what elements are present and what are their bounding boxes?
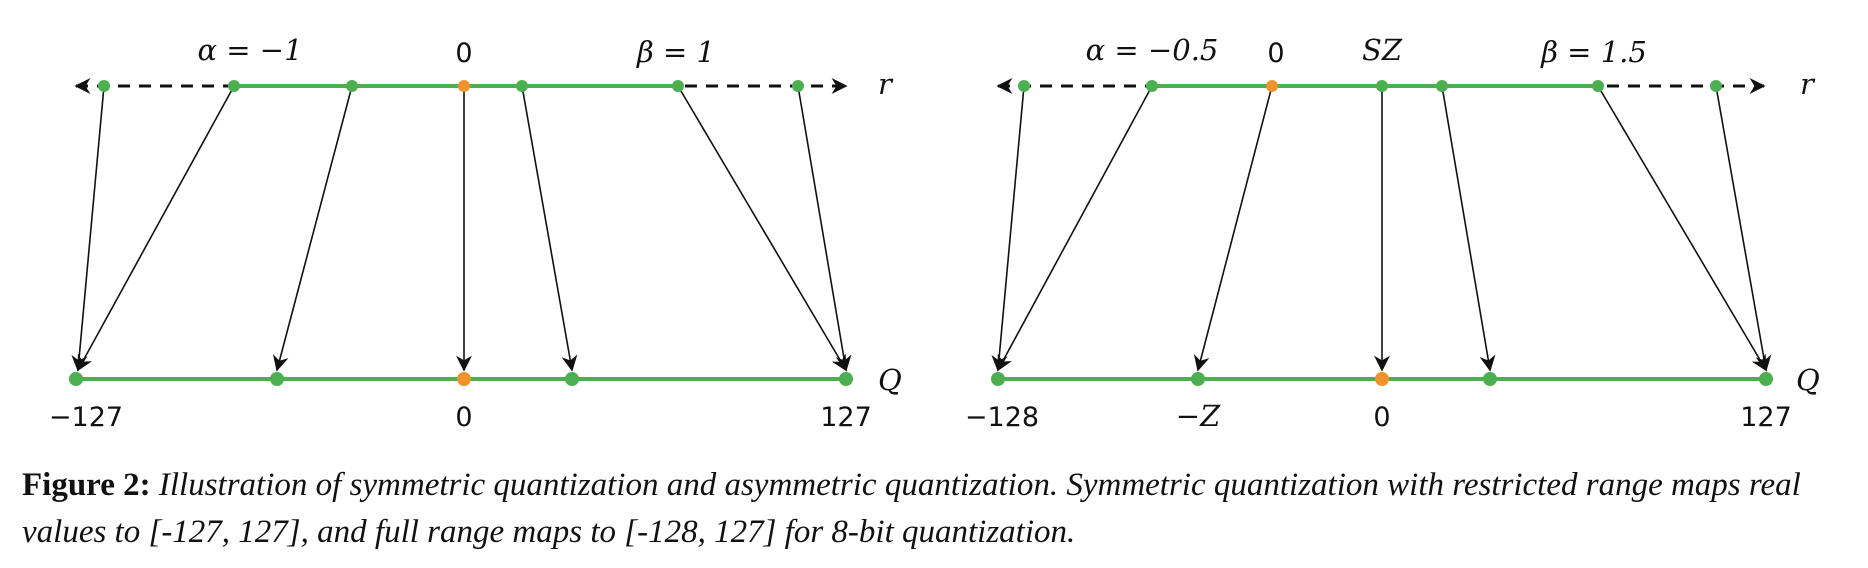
mapping-arrow: [997, 85, 1153, 372]
r-point: [98, 80, 110, 92]
q-point-negz: [1191, 372, 1205, 386]
asymmetric-panel: α = −0.5 0 SZ β = 1.5 r Q −128 −Z 0 127: [965, 33, 1820, 433]
mapping-arrow: [797, 85, 852, 372]
q-zero-label: 0: [1373, 402, 1390, 433]
r-point-zero: [458, 80, 470, 92]
symmetric-panel: α = −1 0 β = 1 r Q −127 0 127: [49, 33, 902, 433]
q-axis-label: Q: [1796, 363, 1820, 397]
q-point: [270, 372, 284, 386]
r-point: [792, 80, 804, 92]
zero-top-label: 0: [455, 38, 472, 69]
sz-label: SZ: [1362, 33, 1403, 67]
q-point: [1483, 372, 1497, 386]
alpha-label: α = −1: [197, 33, 302, 67]
mapping-arrow: [521, 85, 578, 372]
mapping-arrow: [77, 85, 235, 372]
q-max-label: 127: [1740, 402, 1792, 433]
r-point: [346, 80, 358, 92]
figure-caption: Figure 2: Illustration of symmetric quan…: [22, 462, 1852, 556]
beta-label: β = 1.5: [1540, 35, 1647, 69]
mapping-arrow: [1715, 85, 1772, 372]
alpha-label: α = −0.5: [1086, 33, 1219, 67]
r-axis-label: r: [878, 67, 894, 101]
r-point: [1710, 80, 1722, 92]
r-point-beta: [672, 80, 684, 92]
mapping-arrow: [1441, 85, 1496, 372]
caption-text: Illustration of symmetric quantization a…: [22, 467, 1801, 550]
q-axis-label: Q: [878, 363, 902, 397]
q-point: [565, 372, 579, 386]
mapping-arrow: [991, 85, 1025, 372]
r-point-zero: [1266, 80, 1278, 92]
q-point-max: [1759, 372, 1773, 386]
q-point-max: [839, 372, 853, 386]
r-axis-label: r: [1800, 67, 1816, 101]
mapping-arrow: [1597, 85, 1767, 372]
beta-label: β = 1: [636, 35, 715, 69]
q-negz-label: −Z: [1176, 399, 1221, 433]
r-point: [1436, 80, 1448, 92]
caption-label: Figure 2:: [22, 467, 151, 503]
q-zero-label: 0: [455, 402, 472, 433]
mapping-arrow: [71, 85, 105, 372]
r-point-beta: [1592, 80, 1604, 92]
mapping-arrow: [1193, 85, 1273, 372]
r-point-alpha: [228, 80, 240, 92]
zero-top-label: 0: [1267, 38, 1284, 69]
r-point: [1018, 80, 1030, 92]
q-point-zero: [457, 372, 471, 386]
q-min-label: −127: [49, 402, 123, 433]
q-point-zero: [1375, 372, 1389, 386]
q-min-label: −128: [965, 402, 1039, 433]
mapping-arrow: [272, 85, 353, 372]
mapping-arrow: [677, 85, 847, 372]
quantization-diagram: α = −1 0 β = 1 r Q −127 0 127 α = −0.5: [49, 33, 1820, 433]
r-point-sz: [1376, 80, 1388, 92]
q-point-min: [69, 372, 83, 386]
q-max-label: 127: [820, 402, 872, 433]
r-point: [516, 80, 528, 92]
r-point-alpha: [1146, 80, 1158, 92]
q-point-min: [991, 372, 1005, 386]
